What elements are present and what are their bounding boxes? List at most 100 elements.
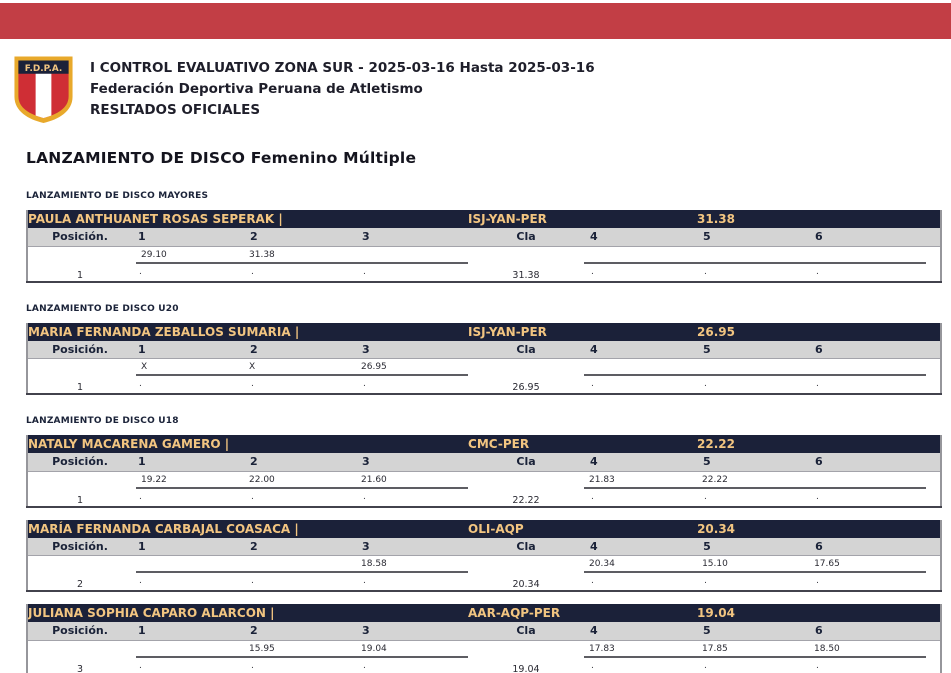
col-header-3: 3	[356, 228, 469, 247]
club-code: OLI-AQP	[468, 519, 698, 538]
attempt-value	[697, 359, 810, 376]
section-label: LANZAMIENTO DE DISCO U18	[26, 416, 179, 426]
attempt-value: 17.65	[809, 556, 927, 573]
col-header-position: Posición.	[27, 537, 132, 556]
best-mark: 19.04	[697, 604, 941, 622]
col-header-2: 2	[244, 228, 356, 247]
attempt-value: 18.50	[809, 641, 926, 658]
col-header-6: 6	[809, 340, 942, 359]
fdpa-logo: F.D.P.A.	[14, 56, 73, 123]
attempt-value: 31.38	[244, 247, 356, 264]
col-header-position: Posición.	[27, 453, 132, 472]
section-u20: LANZAMIENTO DE DISCO U20 MARIA FERNANDA …	[26, 303, 943, 395]
attempt-value	[697, 247, 810, 264]
dot: .	[697, 657, 809, 673]
attempt-value	[584, 359, 698, 376]
col-header-5: 5	[697, 340, 810, 359]
col-header-position: Posición.	[27, 228, 132, 247]
col-header-position: Posición.	[27, 622, 132, 641]
col-header-4: 4	[584, 228, 698, 247]
dot: .	[809, 657, 941, 673]
attempt-value: 26.95	[356, 359, 469, 376]
col-header-6: 6	[809, 537, 942, 556]
col-header-6: 6	[809, 622, 941, 641]
attempt-value: 15.95	[244, 641, 356, 658]
report-header: F.D.P.A. I CONTROL EVALUATIVO ZONA SUR -…	[12, 54, 951, 125]
dot: .	[809, 573, 942, 591]
dot: .	[132, 263, 244, 282]
attempt-value	[584, 247, 698, 264]
col-header-1: 1	[132, 453, 244, 472]
results-table: MARIA FERNANDA ZEBALLOS SUMARIA | ISJ-YA…	[26, 322, 943, 395]
club-code: ISJ-YAN-PER	[468, 322, 698, 341]
attempt-value	[809, 359, 927, 376]
dot: .	[697, 488, 810, 507]
col-header-cla: Cla	[468, 228, 585, 247]
col-header-2: 2	[244, 537, 356, 556]
club-code: AAR-AQP-PER	[468, 604, 697, 622]
attempt-value	[136, 556, 244, 573]
club-code: ISJ-YAN-PER	[468, 210, 698, 228]
dot: .	[584, 488, 698, 507]
page-title: LANZAMIENTO DE DISCO Femenino Múltiple	[26, 149, 417, 167]
section-label: LANZAMIENTO DE DISCO U20	[26, 303, 179, 314]
dot: .	[697, 573, 810, 591]
col-header-2: 2	[244, 453, 356, 472]
dot: .	[244, 573, 356, 591]
results-table: JULIANA SOPHIA CAPARO ALARCON | AAR-AQP-…	[26, 604, 942, 673]
attempt-value	[244, 556, 356, 573]
athlete-name: PAULA ANTHUANET ROSAS SEPERAK |	[27, 210, 469, 228]
attempt-value	[136, 641, 244, 658]
dot: .	[356, 376, 469, 394]
results-table: PAULA ANTHUANET ROSAS SEPERAK | ISJ-YAN-…	[26, 210, 943, 283]
col-header-cla: Cla	[468, 537, 585, 556]
official-results-label: RESLTADOS OFICIALES	[90, 102, 261, 118]
attempt-value: 18.58	[356, 556, 469, 573]
attempt-value: 19.04	[356, 641, 468, 658]
dot: .	[132, 376, 244, 394]
col-header-3: 3	[356, 537, 469, 556]
attempt-value	[809, 472, 927, 489]
col-header-3: 3	[356, 622, 468, 641]
col-header-5: 5	[697, 453, 810, 472]
section-u18: LANZAMIENTO DE DISCO U18 NATALY MACARENA…	[26, 416, 943, 673]
attempt-value: 22.00	[244, 472, 356, 489]
dot: .	[356, 488, 469, 507]
dot: .	[584, 573, 698, 591]
attempt-value: X	[244, 359, 356, 376]
attempt-value: 29.10	[136, 247, 244, 264]
col-header-6: 6	[809, 228, 942, 247]
dot: .	[244, 488, 356, 507]
col-header-1: 1	[132, 537, 244, 556]
attempt-value: 22.22	[697, 472, 810, 489]
dot: .	[697, 376, 810, 394]
col-header-cla: Cla	[468, 622, 584, 641]
col-header-4: 4	[584, 340, 698, 359]
attempt-value: X	[136, 359, 244, 376]
dot: .	[244, 263, 356, 282]
dot: .	[809, 376, 942, 394]
best-mark: 31.38	[697, 210, 942, 228]
col-header-4: 4	[584, 537, 698, 556]
dot: .	[132, 573, 244, 591]
cla-value: 22.22	[468, 471, 585, 507]
section-label: LANZAMIENTO DE DISCO MAYORES	[26, 191, 209, 201]
athlete-name: NATALY MACARENA GAMERO |	[27, 435, 469, 453]
col-header-5: 5	[697, 537, 810, 556]
dot: .	[132, 488, 244, 507]
col-header-3: 3	[356, 340, 469, 359]
attempt-value: 21.60	[356, 472, 469, 489]
top-bar	[0, 3, 951, 39]
attempt-value	[356, 247, 469, 264]
col-header-position: Posición.	[27, 340, 132, 359]
position-value: 3	[27, 640, 132, 673]
position-value: 1	[27, 246, 132, 282]
col-header-2: 2	[244, 622, 356, 641]
position-value: 1	[27, 358, 132, 394]
event-title: I CONTROL EVALUATIVO ZONA SUR - 2025-03-…	[90, 60, 595, 76]
col-header-3: 3	[356, 453, 469, 472]
position-value: 2	[27, 555, 132, 591]
col-header-2: 2	[244, 340, 356, 359]
federation-name: Federación Deportiva Peruana de Atletism…	[90, 81, 423, 97]
col-header-cla: Cla	[468, 453, 585, 472]
